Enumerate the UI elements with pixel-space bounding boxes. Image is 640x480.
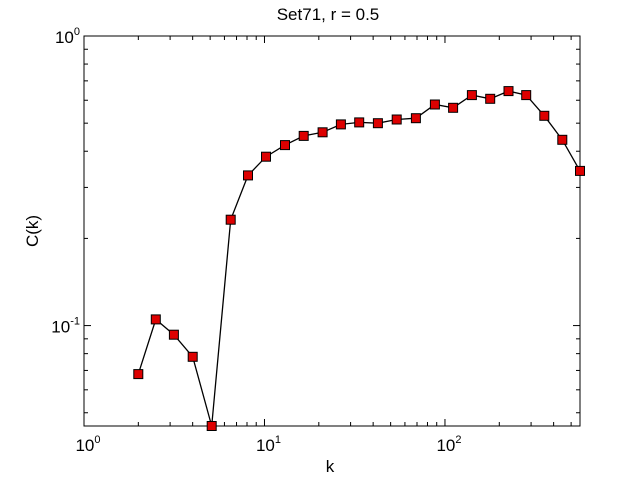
data-point [261, 151, 271, 162]
data-point [539, 110, 550, 121]
data-point [133, 369, 144, 380]
data-point [187, 351, 198, 362]
data-point [298, 130, 309, 141]
data-point [335, 119, 346, 130]
x-tick-label: 102 [436, 434, 461, 455]
data-point [503, 86, 514, 97]
data-point [410, 113, 421, 124]
data-series [133, 86, 585, 431]
data-point [521, 90, 532, 101]
data-point [280, 140, 290, 151]
data-point [317, 127, 328, 138]
y-axis-label: C(k) [23, 215, 42, 247]
data-point [448, 102, 459, 113]
data-point [243, 170, 253, 181]
x-axis-label: k [326, 457, 335, 476]
data-point [466, 90, 477, 101]
data-point [354, 117, 365, 128]
data-point [225, 214, 236, 225]
x-tick-label: 101 [256, 434, 281, 455]
data-point [485, 93, 496, 104]
tick-labels: 100 101 102 10-1 100 [51, 26, 461, 455]
chart-title: Set71, r = 0.5 [277, 5, 380, 24]
x-tick-label: 100 [75, 434, 100, 455]
y-tick-label: 100 [55, 26, 80, 47]
data-point [372, 118, 383, 129]
data-point [429, 99, 440, 110]
data-point [575, 165, 585, 176]
data-point [168, 329, 179, 340]
plot-area [83, 35, 581, 427]
y-tick-label: 10-1 [51, 316, 80, 337]
data-point [206, 421, 217, 431]
data-point [391, 114, 402, 125]
data-point [150, 314, 161, 325]
data-point [557, 134, 568, 145]
